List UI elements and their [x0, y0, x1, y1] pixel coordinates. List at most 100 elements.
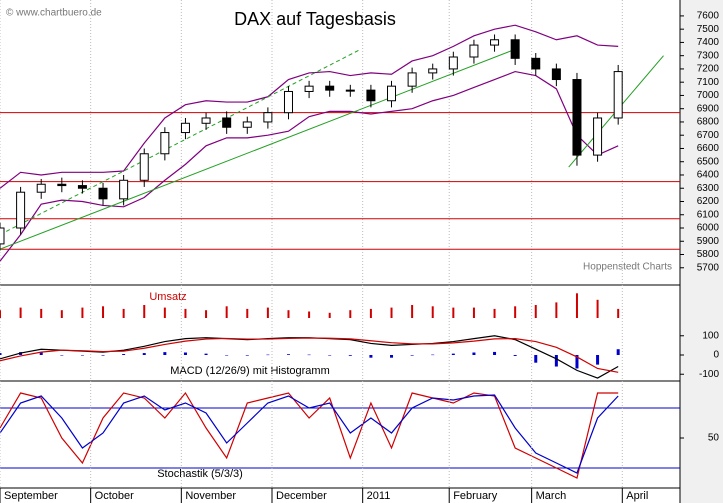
candle-body: [222, 117, 232, 128]
y-tick-label: 6400: [697, 170, 720, 181]
candle-body: [180, 122, 190, 134]
candle-body: [242, 121, 252, 128]
candle-body: [613, 71, 623, 119]
volume-bar: [40, 308, 43, 318]
candle-body: [572, 79, 582, 156]
x-tick-label: October: [95, 490, 134, 502]
candle-body: [469, 44, 479, 58]
candle-body: [510, 39, 520, 59]
volume-bar: [266, 307, 269, 318]
stochastic-line: [0, 394, 619, 474]
y-tick-label: 5700: [697, 262, 720, 273]
y-tick-label: 7500: [697, 24, 720, 35]
panel-title: MACD (12/26/9) mit Histogramm: [170, 365, 330, 377]
x-tick-label: April: [626, 490, 648, 502]
x-tick-label: 2011: [367, 490, 391, 502]
histogram-bar: [163, 352, 167, 355]
panel-title: Stochastik (5/3/3): [157, 468, 243, 480]
candle-body: [551, 68, 561, 81]
y-tick-label: 5900: [697, 236, 720, 247]
trend-line: [0, 47, 520, 250]
volume-bar: [308, 311, 311, 318]
histogram-bar: [534, 355, 538, 363]
candle-body: [345, 89, 355, 92]
volume-bar: [452, 307, 455, 318]
histogram-bar: [616, 349, 620, 355]
y-tick-label: -100: [699, 369, 719, 380]
y-tick-label: 6200: [697, 196, 720, 207]
volume-bar: [122, 308, 125, 318]
x-tick-label: March: [536, 490, 567, 502]
histogram-bar: [348, 355, 352, 356]
histogram-bar: [431, 354, 435, 356]
histogram-bar: [493, 351, 497, 355]
axis-area: [680, 0, 723, 503]
volume-bar: [184, 308, 187, 318]
candle-body: [57, 183, 67, 187]
histogram-bar: [410, 355, 414, 356]
volume-bar: [390, 307, 393, 318]
y-tick-label: 7000: [697, 90, 720, 101]
histogram-bar: [0, 353, 2, 355]
macd-line: [0, 337, 619, 373]
volume-bar: [349, 310, 352, 318]
candle-body: [119, 179, 129, 200]
histogram-bar: [245, 355, 249, 356]
x-tick-label: December: [276, 490, 327, 502]
y-tick-label: 6600: [697, 143, 720, 154]
candle-body: [407, 72, 417, 87]
histogram-bar: [575, 355, 579, 369]
watermark: © www.chartbuero.de: [6, 8, 102, 19]
volume-bar: [246, 308, 249, 318]
histogram-bar: [472, 352, 476, 355]
y-tick-label: 6900: [697, 103, 720, 114]
volume-bar: [19, 307, 22, 318]
histogram-bar: [451, 353, 455, 355]
y-tick-label: 50: [708, 433, 720, 444]
x-tick-label: September: [4, 490, 58, 502]
volume-bar: [143, 305, 146, 318]
bollinger-band: [0, 24, 619, 189]
histogram-bar: [183, 352, 187, 355]
volume-bar: [225, 306, 228, 318]
x-tick-label: November: [185, 490, 236, 502]
candle-body: [283, 90, 293, 114]
volume-bar: [0, 310, 1, 318]
histogram-bar: [596, 355, 600, 365]
volume-bar: [493, 308, 496, 318]
volume-bar: [534, 305, 537, 318]
y-tick-label: 7600: [697, 11, 720, 22]
histogram-bar: [266, 354, 270, 356]
candle-body: [448, 56, 458, 70]
volume-bar: [514, 306, 517, 318]
volume-bar: [369, 308, 372, 318]
candle-body: [98, 187, 108, 200]
volume-bar: [287, 310, 290, 318]
histogram-bar: [80, 355, 84, 356]
candle-body: [263, 112, 273, 123]
histogram-bar: [204, 353, 208, 355]
stochastic-line: [0, 391, 619, 479]
candle-body: [16, 191, 26, 229]
histogram-bar: [101, 355, 105, 356]
candle-body: [366, 89, 376, 102]
histogram-bar: [513, 355, 517, 356]
y-tick-label: 6100: [697, 209, 720, 220]
candle-body: [593, 117, 603, 156]
candle-body: [0, 227, 5, 245]
volume-bar: [205, 310, 208, 318]
histogram-bar: [39, 352, 43, 355]
y-tick-label: 7100: [697, 77, 720, 88]
histogram-bar: [554, 355, 558, 367]
y-tick-label: 6300: [697, 183, 720, 194]
candle-body: [36, 183, 46, 193]
histogram-bar: [369, 355, 373, 358]
candle-body: [325, 85, 335, 91]
y-tick-label: 5800: [697, 249, 720, 260]
x-tick-label: February: [453, 490, 498, 502]
volume-bar: [431, 306, 434, 318]
y-tick-label: 0: [713, 350, 719, 361]
volume-bar: [617, 308, 620, 318]
